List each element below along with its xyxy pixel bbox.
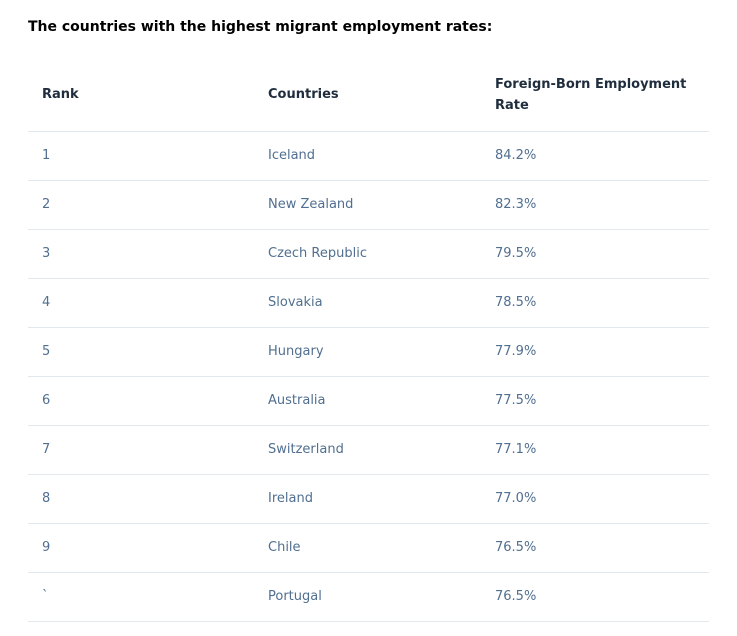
column-header-employment-rate: Foreign-Born Employment Rate [495,76,687,113]
column-header-countries: Countries [268,87,339,103]
table-row: 4 Slovakia 78.5% [28,278,709,327]
rate-cell: 78.5% [495,295,537,310]
table-row: 2 New Zealand 82.3% [28,180,709,229]
rate-cell: 77.0% [495,491,537,506]
table-row: ` Portugal 76.5% [28,572,709,621]
page-heading: The countries with the highest migrant e… [28,19,493,35]
rank-cell: 3 [42,246,51,261]
rate-cell: 77.1% [495,442,537,457]
rank-cell: 8 [42,491,51,506]
country-cell: Iceland [268,148,316,163]
employment-rate-table: Rank Countries Foreign-Born Employment R… [28,59,709,622]
rank-cell: ` [42,589,49,604]
country-cell: Ireland [268,491,313,506]
table-row: 8 Ireland 77.0% [28,474,709,523]
country-cell: Portugal [268,589,322,604]
rank-cell: 5 [42,344,51,359]
table-row: 3 Czech Republic 79.5% [28,229,709,278]
country-cell: New Zealand [268,197,354,212]
rank-cell: 7 [42,442,51,457]
table-row: 7 Switzerland 77.1% [28,425,709,474]
rate-cell: 82.3% [495,197,537,212]
rate-cell: 76.5% [495,540,537,555]
country-cell: Czech Republic [268,246,367,261]
rank-cell: 2 [42,197,51,212]
country-cell: Switzerland [268,442,344,457]
header-row: Rank Countries Foreign-Born Employment R… [28,59,709,131]
country-cell: Slovakia [268,295,323,310]
table-row: 6 Australia 77.5% [28,376,709,425]
rate-cell: 84.2% [495,148,537,163]
table-row: 5 Hungary 77.9% [28,327,709,376]
table-row: 1 Iceland 84.2% [28,131,709,180]
table-body: 1 Iceland 84.2% 2 New Zealand 82.3% 3 Cz… [28,131,709,621]
rank-cell: 4 [42,295,51,310]
column-header-rank: Rank [42,87,79,103]
rate-cell: 77.9% [495,344,537,359]
table-row: 9 Chile 76.5% [28,523,709,572]
rank-cell: 1 [42,148,51,163]
table-header: Rank Countries Foreign-Born Employment R… [28,59,709,131]
rate-cell: 77.5% [495,393,537,408]
country-cell: Australia [268,393,326,408]
rank-cell: 9 [42,540,51,555]
rate-cell: 79.5% [495,246,537,261]
country-cell: Hungary [268,344,324,359]
rate-cell: 76.5% [495,589,537,604]
country-cell: Chile [268,540,301,555]
rank-cell: 6 [42,393,51,408]
